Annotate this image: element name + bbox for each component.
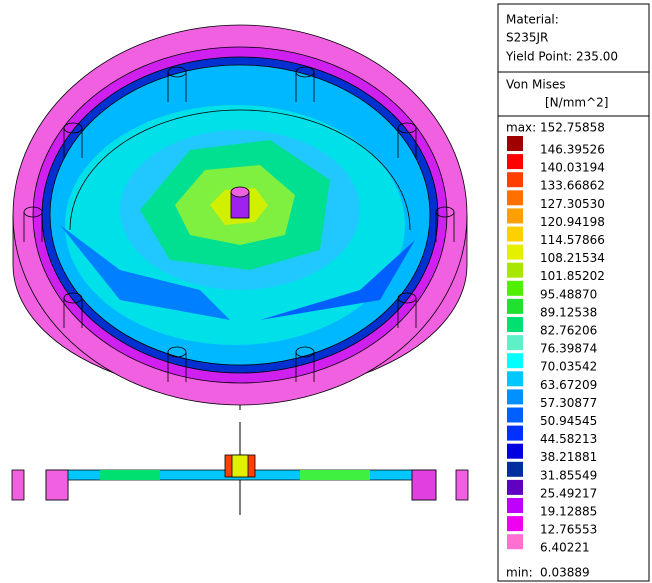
legend: Material: S235JR Yield Point: 235.00 Von… xyxy=(498,4,649,581)
legend-label: 19.12885 xyxy=(540,505,597,519)
legend-swatch xyxy=(507,154,523,169)
min-label: min: xyxy=(506,566,533,580)
legend-swatch xyxy=(507,335,523,350)
legend-swatch xyxy=(507,426,523,441)
legend-label: 82.76206 xyxy=(540,324,597,338)
legend-swatch xyxy=(507,408,523,423)
max-label: max: xyxy=(506,121,536,135)
legend-label: 140.03194 xyxy=(540,161,605,175)
legend-label: 108.21534 xyxy=(540,251,605,265)
legend-swatch xyxy=(507,480,523,495)
legend-swatch xyxy=(507,208,523,223)
legend-label: 127.30530 xyxy=(540,197,605,211)
legend-label: 57.30877 xyxy=(540,396,597,410)
legend-swatch xyxy=(507,245,523,260)
material-label: Material: xyxy=(506,13,559,27)
legend-label: 89.12538 xyxy=(540,305,597,319)
yield-point: Yield Point: 235.00 xyxy=(505,50,618,64)
legend-label: 12.76553 xyxy=(540,523,597,537)
legend-swatch xyxy=(507,190,523,205)
min-value: 0.03889 xyxy=(540,566,590,580)
legend-swatch xyxy=(507,444,523,459)
legend-label: 76.39874 xyxy=(540,342,597,356)
legend-swatch xyxy=(507,516,523,531)
legend-swatch xyxy=(507,371,523,386)
legend-label: 95.48870 xyxy=(540,287,597,301)
legend-label: 101.85202 xyxy=(540,269,605,283)
quantity: Von Mises xyxy=(506,78,566,92)
legend-label: 38.21881 xyxy=(540,450,597,464)
legend-swatch xyxy=(507,281,523,296)
unit: [N/mm^2] xyxy=(545,96,608,110)
fea-view: Material: S235JR Yield Point: 235.00 Von… xyxy=(0,0,652,583)
material: S235JR xyxy=(506,31,548,45)
legend-label: 25.49217 xyxy=(540,486,597,500)
legend-swatch xyxy=(507,136,523,151)
legend-swatch xyxy=(507,389,523,404)
legend-swatch xyxy=(507,299,523,314)
legend-swatch xyxy=(507,317,523,332)
legend-label: 133.66862 xyxy=(540,179,605,193)
legend-label: 6.40221 xyxy=(540,541,590,555)
plate-section xyxy=(12,422,468,515)
legend-swatch xyxy=(507,227,523,242)
legend-label: 44.58213 xyxy=(540,432,597,446)
max-value: 152.75858 xyxy=(540,121,605,135)
legend-label: 63.67209 xyxy=(540,378,597,392)
legend-label: 50.94545 xyxy=(540,414,597,428)
legend-swatch xyxy=(507,353,523,368)
legend-swatch xyxy=(507,172,523,187)
legend-swatch xyxy=(507,534,523,549)
plate-3d xyxy=(13,25,467,410)
legend-label: 146.39526 xyxy=(540,143,605,157)
legend-label: 120.94198 xyxy=(540,215,605,229)
legend-swatch xyxy=(507,462,523,477)
legend-label: 114.57866 xyxy=(540,233,605,247)
legend-label: 31.85549 xyxy=(540,468,597,482)
legend-swatch xyxy=(507,263,523,278)
legend-label: 70.03542 xyxy=(540,360,597,374)
legend-swatch xyxy=(507,498,523,513)
